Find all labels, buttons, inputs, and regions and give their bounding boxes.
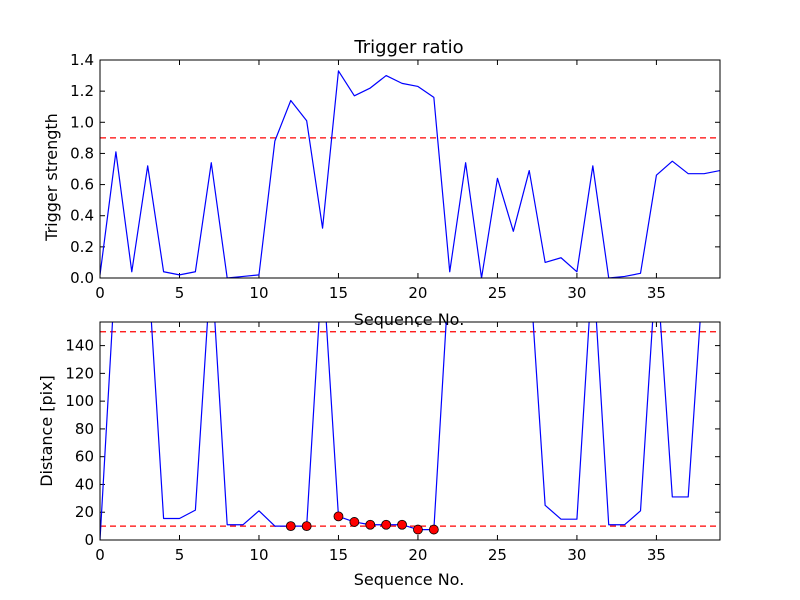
y-tick-label: 1.2	[70, 82, 94, 100]
x-tick-label: 30	[567, 284, 586, 302]
y-tick-label: 1.0	[70, 113, 94, 131]
x-tick-label: 0	[95, 284, 105, 302]
y-tick-label: 0.2	[70, 238, 94, 256]
x-tick-label: 25	[488, 284, 507, 302]
tick-group: 0 5 10 15 20 25 30 35 0 20 40 60 80 100 120 140	[65, 322, 720, 564]
y-tick-label: 140	[65, 337, 94, 355]
y-tick-label: 1.4	[70, 51, 94, 69]
x-tick-label: 35	[647, 284, 666, 302]
plot-area	[100, 322, 701, 540]
y-tick-label: 0.6	[70, 176, 94, 194]
plot-area	[100, 70, 720, 278]
x-axis-label: Sequence No.	[354, 570, 465, 589]
data-point	[349, 517, 360, 527]
x-tick-label: 15	[329, 284, 348, 302]
y-tick-label: 20	[75, 503, 94, 521]
y-axis-label: Distance [pix]	[37, 375, 56, 487]
x-axis-label: Sequence No.	[354, 310, 465, 329]
axes-frame	[99, 59, 721, 279]
x-tick-label: 35	[647, 546, 666, 564]
x-tick-label: 5	[175, 546, 185, 564]
marker-group	[285, 511, 439, 535]
tick-group: 0 5 10 15 20 25 30 35 0.0 0.2 0.4 0.6 0.8 1.0 1.2 1.4	[70, 51, 720, 302]
x-tick-label: 30	[567, 546, 586, 564]
y-tick-label: 120	[65, 364, 94, 382]
y-tick-label: 80	[75, 420, 94, 438]
series-line	[100, 70, 720, 278]
y-tick-label: 60	[75, 448, 94, 466]
reference-lines	[100, 331, 720, 527]
data-point	[365, 519, 376, 530]
y-tick-label: 0.0	[70, 269, 94, 287]
y-axis-label: Trigger strength	[42, 113, 61, 242]
x-tick-label: 15	[329, 546, 348, 564]
distance-axes: Distance [pix] Sequence No. 0 5 10 15 20 25 30…	[37, 321, 721, 589]
x-tick-label: 10	[249, 546, 268, 564]
data-point	[285, 521, 296, 532]
series-line	[100, 322, 701, 540]
x-tick-label: 25	[488, 546, 507, 564]
data-point	[428, 524, 439, 535]
data-point	[333, 511, 344, 522]
data-point	[381, 519, 392, 530]
y-tick-label: 100	[65, 392, 94, 410]
data-point	[397, 519, 407, 530]
y-tick-label: 0	[84, 531, 94, 549]
y-tick-label: 40	[75, 475, 94, 493]
data-point	[301, 521, 312, 532]
x-tick-label: 20	[408, 546, 427, 564]
x-tick-label: 5	[175, 284, 185, 302]
x-tick-label: 0	[95, 546, 105, 564]
y-tick-label: 0.4	[70, 207, 94, 225]
x-tick-label: 20	[408, 284, 427, 302]
x-tick-label: 10	[249, 284, 268, 302]
y-tick-label: 0.8	[70, 144, 94, 162]
chart-title: Trigger ratio	[353, 37, 463, 58]
axes-frame	[99, 321, 721, 541]
data-point	[413, 524, 423, 535]
trigger-ratio-axes: Trigger ratio Trigger strength Sequence …	[42, 37, 721, 329]
